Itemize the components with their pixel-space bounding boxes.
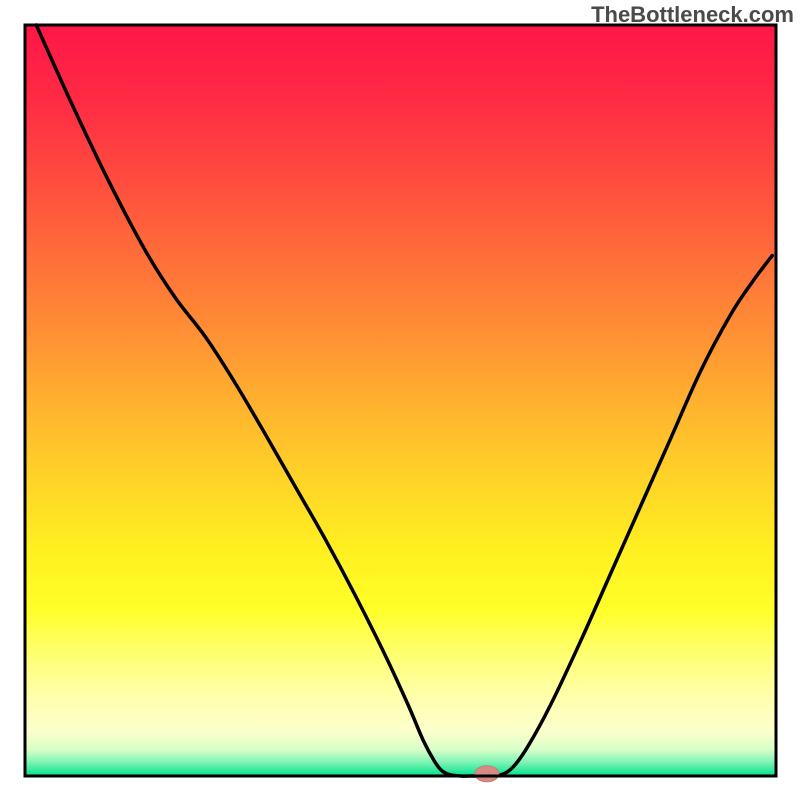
chart-background [25,25,776,776]
optimal-point-marker [475,766,499,782]
chart-container: TheBottleneck.com [0,0,800,800]
watermark-text: TheBottleneck.com [591,2,794,28]
bottleneck-curve-chart [0,0,800,800]
